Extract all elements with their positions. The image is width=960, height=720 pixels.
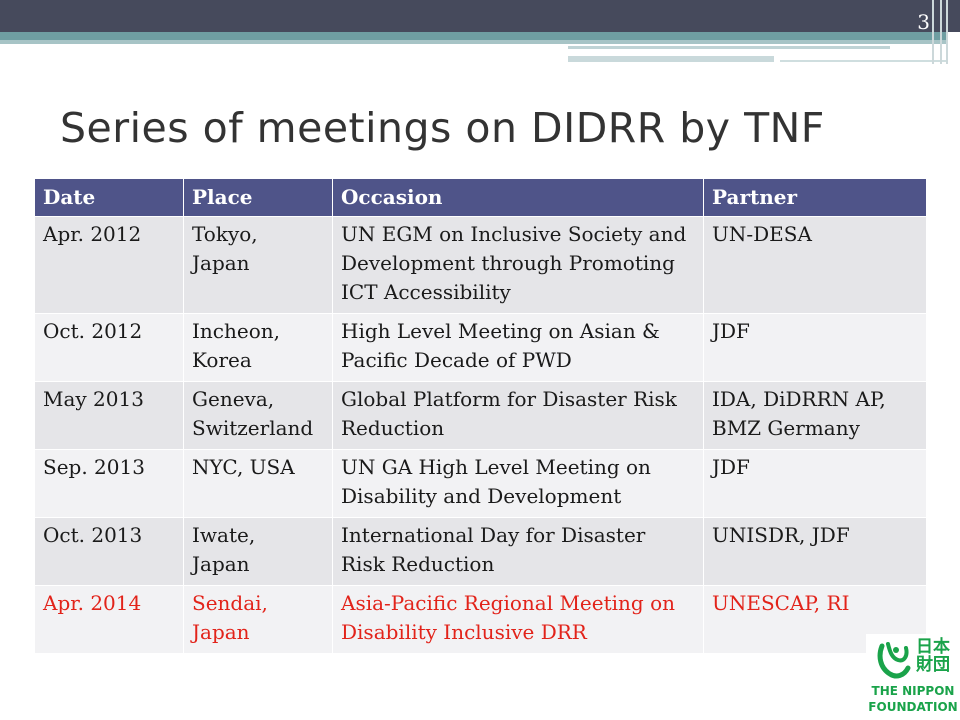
cell-date: Oct. 2013 [34,517,184,586]
logo-kanji: 日本財団 [916,637,950,675]
place-line: Korea [192,348,252,372]
cell-date: Apr. 2012 [34,216,184,314]
cell-place: Geneva, Switzerland [183,381,333,450]
cell-place: NYC, USA [183,449,333,518]
cell-date: Sep. 2013 [34,449,184,518]
decor-stripe [0,32,948,40]
header-occasion: Occasion [332,178,704,217]
cell-place: Sendai, Japan [183,585,333,654]
place-line: Switzerland [192,416,314,440]
table-row: Oct. 2013 Iwate, Japan International Day … [34,517,927,586]
place-line: Tokyo, [192,222,258,246]
cell-partner: UNESCAP, RI [703,585,927,654]
place-line: Japan [192,620,250,644]
header-date: Date [34,178,184,217]
cell-date: Apr. 2014 [34,585,184,654]
place-line: NYC, USA [192,455,295,479]
meetings-table: Date Place Occasion Partner Apr. 2012 To… [34,178,927,654]
cell-place: Incheon, Korea [183,313,333,382]
cell-date: May 2013 [34,381,184,450]
decor-line [946,0,948,64]
logo-text-line1: THE NIPPON [871,684,955,698]
table-row: May 2013 Geneva, Switzerland Global Platf… [34,381,927,450]
table-row: Apr. 2012 Tokyo, Japan UN EGM on Inclusiv… [34,216,927,314]
header-partner: Partner [703,178,927,217]
cell-place: Iwate, Japan [183,517,333,586]
cell-occasion: Global Platform for Disaster Risk Reduct… [332,381,704,450]
header-place: Place [183,178,333,217]
place-line: Japan [192,251,250,275]
cell-partner: JDF [703,449,927,518]
decor-stripe [568,46,890,49]
decor-stripe [568,56,774,62]
table-row-highlighted: Apr. 2014 Sendai, Japan Asia-Pacific Regi… [34,585,927,654]
cell-occasion: Asia-Pacific Regional Meeting on Disabil… [332,585,704,654]
top-bar [0,0,960,32]
cell-occasion: UN GA High Level Meeting on Disability a… [332,449,704,518]
cell-place: Tokyo, Japan [183,216,333,314]
decor-line [940,0,942,64]
cell-occasion: High Level Meeting on Asian & Pacific De… [332,313,704,382]
cell-partner: UN-DESA [703,216,927,314]
logo-text-line2: FOUNDATION [868,700,958,714]
place-line: Iwate, [192,523,256,547]
slide-number: 3 [917,10,930,34]
cell-occasion: International Day for Disaster Risk Redu… [332,517,704,586]
cell-occasion: UN EGM on Inclusive Society and Developm… [332,216,704,314]
decor-stripe [0,40,948,44]
cell-partner: IDA, DiDRRN AP, BMZ Germany [703,381,927,450]
foundation-emblem-icon [877,642,911,679]
table-row: Sep. 2013 NYC, USA UN GA High Level Meet… [34,449,927,518]
place-line: Incheon, [192,319,280,343]
cell-partner: JDF [703,313,927,382]
table-header-row: Date Place Occasion Partner [34,178,927,217]
nippon-foundation-logo: 日本財団 THE NIPPON FOUNDATION [866,634,960,720]
place-line: Sendai, [192,591,268,615]
cell-partner: UNISDR, JDF [703,517,927,586]
cell-date: Oct. 2012 [34,313,184,382]
decor-line [932,0,934,64]
table-row: Oct. 2012 Incheon, Korea High Level Meeti… [34,313,927,382]
place-line: Japan [192,552,250,576]
place-line: Geneva, [192,387,275,411]
slide-title: Series of meetings on DIDRR by TNF [60,104,825,152]
decor-stripe [780,60,948,62]
